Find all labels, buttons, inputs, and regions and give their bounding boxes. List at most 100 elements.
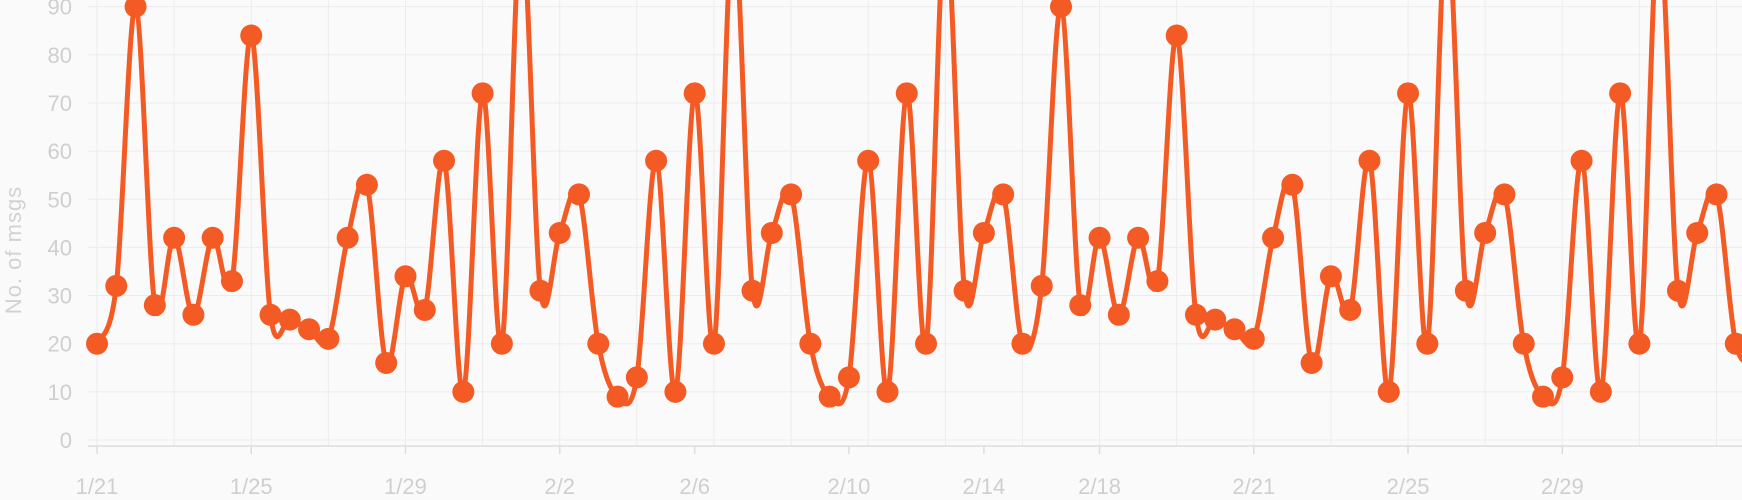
- data-point: [760, 221, 783, 244]
- data-point: [220, 270, 243, 293]
- data-point: [452, 380, 475, 403]
- data-points: [86, 0, 1742, 408]
- x-tick-label: 1/29: [384, 474, 427, 499]
- data-point: [1262, 226, 1285, 249]
- data-point: [857, 149, 880, 172]
- data-point: [375, 351, 398, 374]
- data-point: [645, 149, 668, 172]
- data-point: [1686, 221, 1709, 244]
- data-point: [163, 226, 186, 249]
- data-point: [780, 183, 803, 206]
- data-point: [1724, 332, 1742, 355]
- data-point: [799, 332, 822, 355]
- y-tick-label: 50: [48, 187, 72, 212]
- data-point: [1165, 24, 1188, 47]
- data-point: [1242, 327, 1265, 350]
- data-point: [702, 332, 725, 355]
- data-point: [433, 149, 456, 172]
- data-point: [1011, 332, 1034, 355]
- data-point: [201, 226, 224, 249]
- y-tick-label: 70: [48, 91, 72, 116]
- data-point: [741, 279, 764, 302]
- y-tick-label: 90: [48, 0, 72, 20]
- data-point: [992, 183, 1015, 206]
- y-tick-label: 30: [48, 284, 72, 309]
- data-point: [1069, 294, 1092, 317]
- data-point: [1377, 380, 1400, 403]
- data-point: [490, 332, 513, 355]
- data-point: [1397, 82, 1420, 105]
- y-tick-label: 0: [60, 428, 72, 453]
- data-point: [298, 318, 321, 341]
- data-point: [1127, 226, 1150, 249]
- data-point: [1107, 303, 1130, 326]
- x-tick-label: 2/29: [1541, 474, 1584, 499]
- data-point: [471, 82, 494, 105]
- data-point: [1705, 183, 1728, 206]
- data-point: [953, 279, 976, 302]
- x-tick-label: 2/25: [1387, 474, 1430, 499]
- y-axis-title: No. of msgs: [1, 186, 26, 314]
- x-tick-label: 2/10: [828, 474, 871, 499]
- x-tick-label: 2/18: [1078, 474, 1121, 499]
- data-point: [1551, 366, 1574, 389]
- data-point: [625, 366, 648, 389]
- y-tick-label: 10: [48, 380, 72, 405]
- data-point: [143, 294, 166, 317]
- data-point: [1589, 380, 1612, 403]
- data-point: [895, 82, 918, 105]
- data-point: [105, 274, 128, 297]
- data-point: [86, 332, 108, 355]
- data-point: [1609, 82, 1632, 105]
- x-tick-label: 2/14: [962, 474, 1005, 499]
- data-point: [606, 385, 629, 408]
- data-point: [972, 221, 995, 244]
- x-axis-ticks: 1/21 1/25 1/29 2/2 2/6 2/10 2/14 2/18 2/21 2/25 2/…: [76, 446, 1584, 499]
- data-point: [587, 332, 610, 355]
- data-point: [1281, 173, 1304, 196]
- data-point: [568, 183, 590, 206]
- data-point: [818, 385, 841, 408]
- data-point: [1030, 274, 1053, 297]
- data-point: [1416, 332, 1439, 355]
- x-tick-label: 2/2: [544, 474, 575, 499]
- data-point: [413, 298, 436, 321]
- data-point: [259, 303, 282, 326]
- data-point: [124, 0, 147, 18]
- data-point: [1319, 265, 1342, 288]
- data-point: [683, 82, 706, 105]
- data-point: [1454, 279, 1477, 302]
- data-point: [1474, 221, 1497, 244]
- data-point: [1204, 308, 1227, 331]
- data-point: [1570, 149, 1593, 172]
- data-point: [278, 308, 301, 331]
- data-point: [1184, 303, 1207, 326]
- data-point: [1532, 385, 1554, 408]
- data-point: [664, 380, 687, 403]
- data-point: [355, 173, 378, 196]
- data-point: [837, 366, 860, 389]
- data-point: [1223, 318, 1246, 341]
- y-axis-ticks: 0102030405060708090100: [48, 0, 72, 453]
- data-point: [1493, 183, 1516, 206]
- data-point: [317, 327, 340, 350]
- data-point: [240, 24, 263, 47]
- data-point: [336, 226, 359, 249]
- data-point: [394, 265, 417, 288]
- x-tick-label: 2/21: [1232, 474, 1275, 499]
- data-point: [1050, 0, 1072, 18]
- x-tick-label: 2/6: [679, 474, 710, 499]
- x-tick-label: 1/25: [230, 474, 273, 499]
- data-point: [1666, 279, 1689, 302]
- data-point: [1146, 270, 1169, 293]
- data-point: [876, 380, 899, 403]
- data-point: [1300, 351, 1323, 374]
- y-tick-label: 80: [48, 43, 72, 68]
- data-point: [1512, 332, 1535, 355]
- data-point: [548, 221, 571, 244]
- x-tick-label: 1/21: [76, 474, 119, 499]
- data-point: [1088, 226, 1111, 249]
- y-tick-label: 20: [48, 332, 72, 357]
- y-tick-label: 40: [48, 235, 72, 260]
